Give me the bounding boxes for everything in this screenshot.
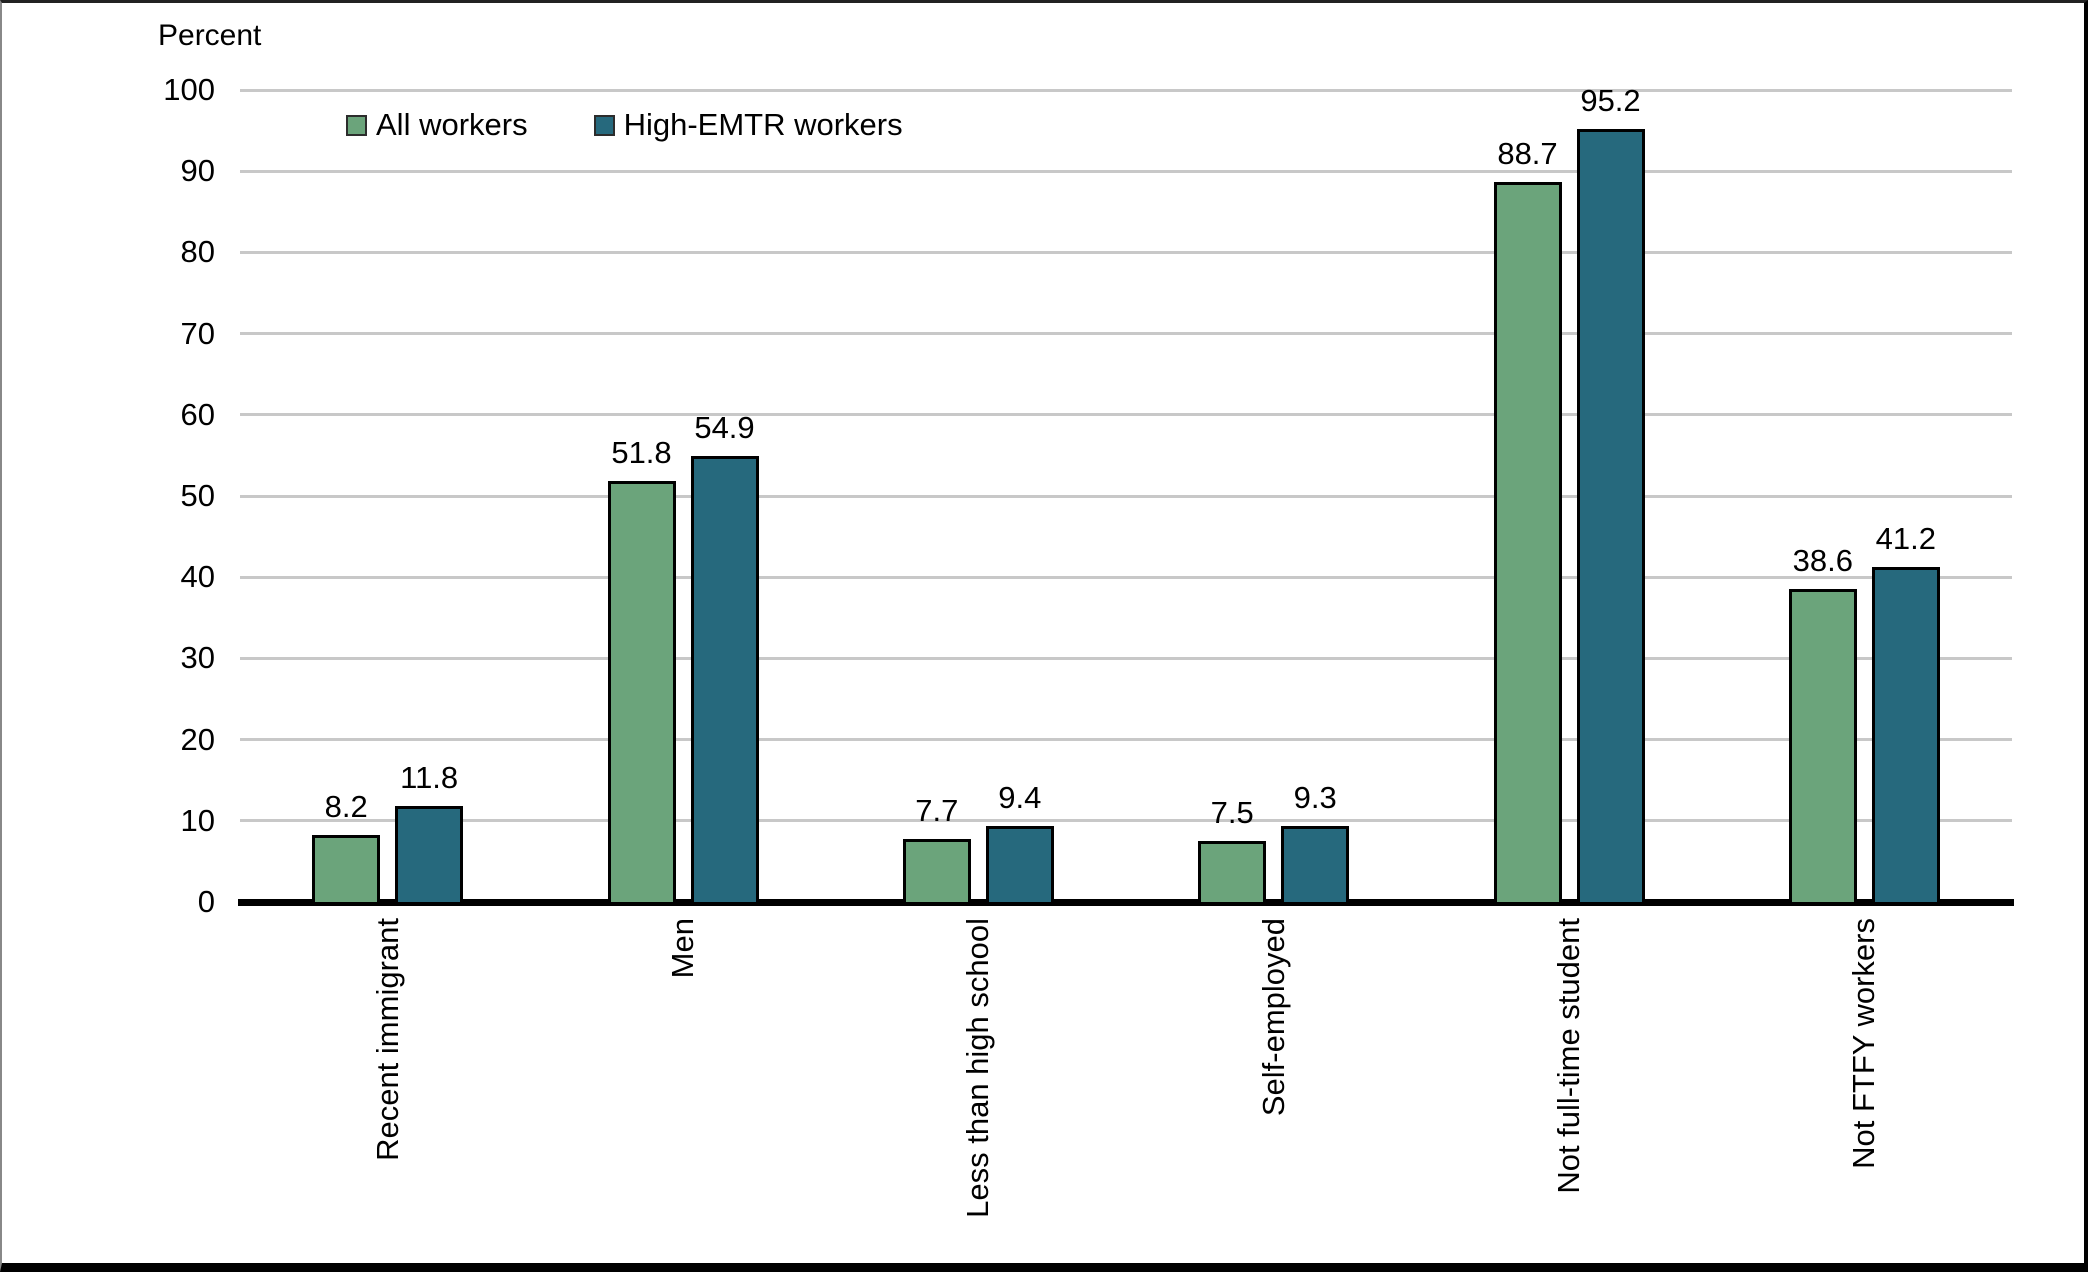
bar-high-emtr-workers-recent-immigrant xyxy=(395,806,464,902)
gridline-60 xyxy=(240,413,2012,417)
value-label-all-workers-not-ftfy-workers: 38.6 xyxy=(1792,542,1853,578)
value-label-high-emtr-workers-recent-immigrant: 11.8 xyxy=(400,760,459,796)
y-tick-label-100: 100 xyxy=(163,72,215,107)
x-axis-baseline xyxy=(238,899,2014,906)
gridline-30 xyxy=(240,656,2012,660)
value-label-high-emtr-workers-not-ftfy-workers: 41.2 xyxy=(1875,521,1936,557)
legend-swatch-all-workers-icon xyxy=(346,114,367,136)
value-label-all-workers-less-than-high-school: 7.7 xyxy=(915,793,959,829)
bar-high-emtr-workers-men xyxy=(690,456,759,902)
x-category-label-self-employed: Self-employed xyxy=(1255,918,1291,1117)
x-category-label-men: Men xyxy=(665,918,700,979)
chart-canvas: Percent All workers High-EMTR workers 0 10… xyxy=(2,3,2084,1263)
bar-all-workers-not-ftfy-workers xyxy=(1788,588,1857,902)
bar-all-workers-men xyxy=(607,481,676,902)
value-label-all-workers-self-employed: 7.5 xyxy=(1210,795,1254,831)
y-tick-label-20: 20 xyxy=(180,721,215,757)
y-tick-label-60: 60 xyxy=(180,396,215,432)
y-tick-label-90: 90 xyxy=(180,153,215,189)
x-category-label-recent-immigrant: Recent immigrant xyxy=(369,918,405,1161)
value-label-all-workers-not-full-time-student: 88.7 xyxy=(1497,135,1558,171)
bar-all-workers-not-full-time-student xyxy=(1493,181,1562,902)
y-tick-label-0: 0 xyxy=(197,884,215,919)
legend: All workers High-EMTR workers xyxy=(346,107,903,143)
bar-all-workers-less-than-high-school xyxy=(902,839,971,902)
gridline-70 xyxy=(240,332,2012,336)
gridline-80 xyxy=(240,250,2012,254)
bar-all-workers-recent-immigrant xyxy=(312,835,381,902)
gridline-50 xyxy=(240,494,2012,498)
bar-all-workers-self-employed xyxy=(1198,841,1267,902)
gridline-90 xyxy=(240,169,2012,173)
bar-high-emtr-workers-not-full-time-student xyxy=(1576,128,1645,902)
legend-item-high-emtr-workers: High-EMTR workers xyxy=(593,107,903,143)
x-category-label-less-than-high-school: Less than high school xyxy=(960,918,996,1218)
legend-label-high-emtr-workers: High-EMTR workers xyxy=(623,107,903,142)
legend-swatch-high-emtr-workers-icon xyxy=(593,114,615,136)
value-label-high-emtr-workers-less-than-high-school: 9.4 xyxy=(998,779,1042,815)
y-tick-label-30: 30 xyxy=(180,640,215,676)
y-tick-label-50: 50 xyxy=(180,478,215,513)
gridline-40 xyxy=(240,575,2012,579)
y-axis-title: Percent xyxy=(158,19,262,52)
value-label-high-emtr-workers-self-employed: 9.3 xyxy=(1293,780,1337,816)
value-label-all-workers-recent-immigrant: 8.2 xyxy=(324,789,368,825)
legend-label-all-workers: All workers xyxy=(376,107,528,142)
y-tick-label-80: 80 xyxy=(180,234,215,270)
bar-high-emtr-workers-less-than-high-school xyxy=(985,825,1054,902)
legend-item-all-workers: All workers xyxy=(346,107,528,143)
y-tick-label-40: 40 xyxy=(180,559,215,595)
y-tick-label-10: 10 xyxy=(180,802,215,838)
value-label-high-emtr-workers-men: 54.9 xyxy=(694,410,755,446)
x-category-label-not-ftfy-workers: Not FTFY workers xyxy=(1846,918,1882,1169)
value-label-high-emtr-workers-not-full-time-student: 95.2 xyxy=(1580,82,1641,118)
bar-high-emtr-workers-self-employed xyxy=(1281,826,1350,902)
value-label-all-workers-men: 51.8 xyxy=(611,435,672,471)
y-tick-label-70: 70 xyxy=(180,315,215,351)
x-category-label-not-full-time-student: Not full-time student xyxy=(1551,918,1586,1194)
bar-high-emtr-workers-not-ftfy-workers xyxy=(1871,567,1940,902)
gridline-100 xyxy=(240,88,2012,92)
gridline-20 xyxy=(240,738,2012,742)
gridline-10 xyxy=(240,819,2012,823)
